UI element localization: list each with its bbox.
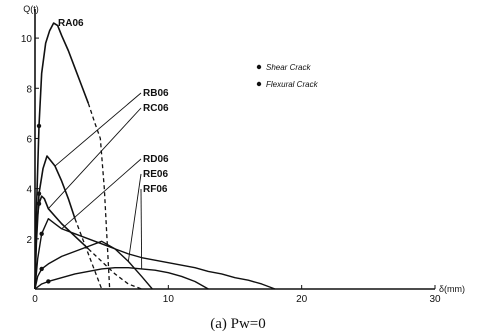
crack-marker-rc06	[36, 201, 42, 206]
leader-line-rb06	[54, 92, 142, 167]
y-tick-label: 8	[26, 84, 32, 95]
curve-rc06	[34, 195, 89, 290]
curve-ra06-dashed	[87, 103, 111, 290]
figure-caption: (a) Pw=0	[210, 316, 266, 332]
x-tick-label: 20	[296, 294, 308, 305]
series-label-ra06: RA06	[58, 18, 84, 29]
leader-line-rc06	[48, 107, 142, 210]
curve-re06	[34, 240, 153, 290]
y-tick-label: 4	[26, 185, 32, 196]
series-label-rb06: RB06	[143, 88, 169, 99]
y-axis-title: Q(t)	[23, 4, 39, 14]
curve-rf06	[34, 266, 209, 290]
crack-marker-ra06	[36, 123, 42, 129]
series-labels-layer: RA06 RB06 RC06 RD06 RE06 RF06	[48, 18, 169, 269]
crack-marker-re06	[39, 266, 44, 272]
curve-rc06-dashed	[87, 248, 142, 290]
series-label-re06: RE06	[143, 169, 168, 180]
legend-label-flexural-crack: Flexural Crack	[266, 80, 319, 89]
legend: Shear Crack Flexural Crack	[256, 63, 319, 89]
x-tick-label: 10	[163, 294, 175, 305]
y-tick-label: 2	[26, 235, 32, 246]
y-tick-label: 10	[21, 34, 33, 45]
ticks-layer: 0 10 20 30 2 4 6 8 10	[21, 34, 441, 305]
series-label-rc06: RC06	[143, 103, 169, 114]
leader-line-rd06	[61, 158, 142, 230]
series-label-rd06: RD06	[143, 154, 169, 165]
axes-layer	[34, 9, 435, 290]
y-tick-label: 6	[26, 134, 32, 145]
curve-rd06	[34, 218, 276, 290]
legend-marker-shear-crack	[256, 64, 262, 70]
series-label-rf06: RF06	[143, 184, 168, 195]
x-axis-title: δ(mm)	[439, 284, 465, 294]
legend-marker-flexural-crack	[256, 81, 262, 87]
crack-marker-rb06	[36, 191, 42, 196]
leader-line-re06	[127, 173, 142, 262]
leader-line-rf06	[140, 188, 143, 269]
crack-markers-layer	[36, 123, 51, 284]
x-tick-label: 30	[429, 294, 441, 305]
curve-rb06-dashed	[74, 218, 103, 290]
crack-marker-rd06	[39, 231, 44, 236]
legend-label-shear-crack: Shear Crack	[266, 63, 311, 72]
x-tick-label: 0	[32, 294, 38, 305]
crack-marker-rf06	[46, 279, 51, 284]
